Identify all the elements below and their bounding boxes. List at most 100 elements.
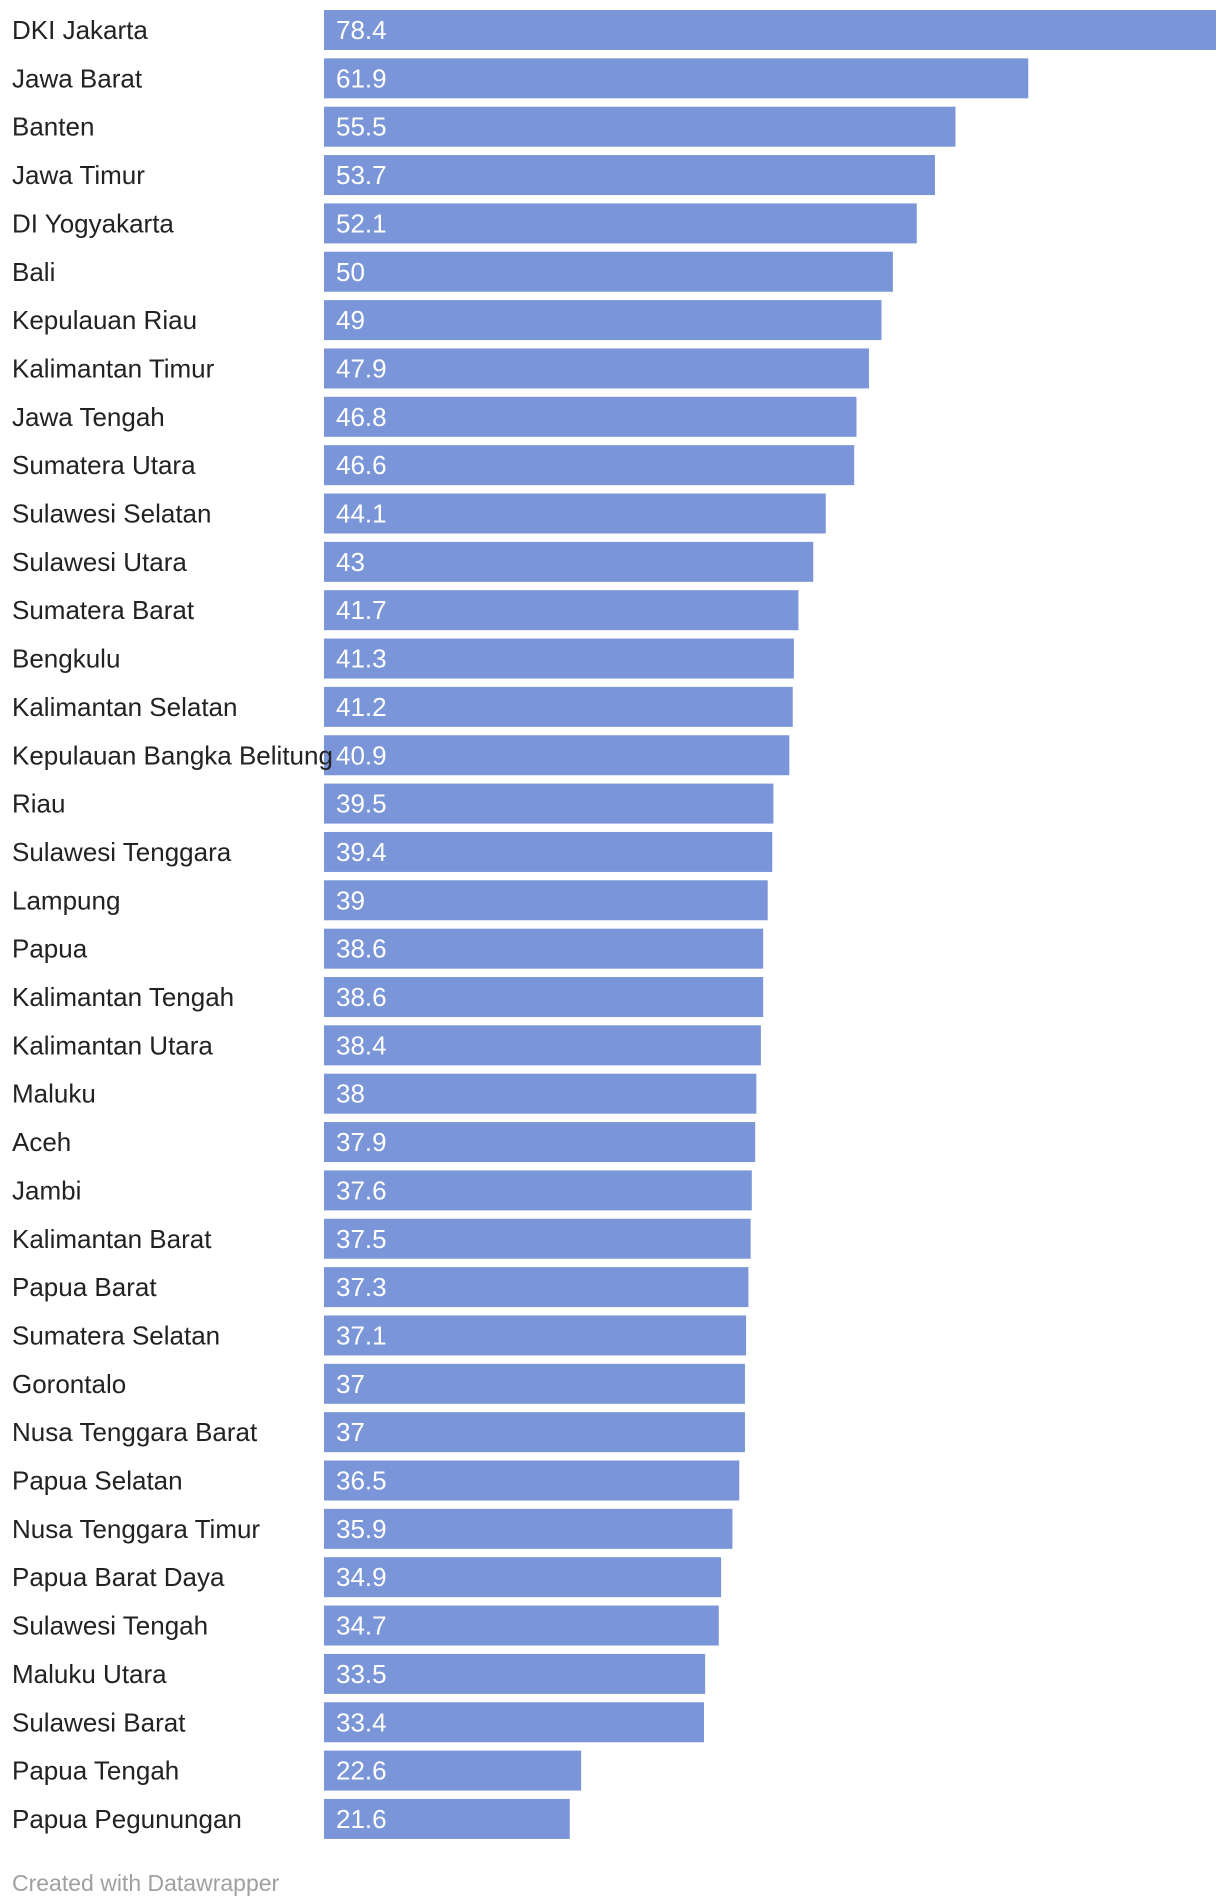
bar: [324, 396, 857, 437]
category-label: Papua: [12, 934, 88, 964]
category-label: Aceh: [12, 1127, 71, 1157]
bar: [324, 300, 882, 341]
category-label: Kalimantan Timur: [12, 353, 215, 383]
value-labels: 78.4 61.9 55.5 53.7 52.1 50 49 47.9 46.8 46.6 44.1…: [336, 15, 387, 1834]
category-label: Kalimantan Utara: [12, 1030, 213, 1060]
value-label: 37.3: [336, 1272, 387, 1302]
category-label: Jambi: [12, 1175, 81, 1205]
value-label: 33.4: [336, 1707, 387, 1737]
value-label: 37.9: [336, 1127, 387, 1157]
category-label: Gorontalo: [12, 1369, 126, 1399]
bar: [324, 1653, 706, 1694]
bar: [324, 977, 764, 1017]
category-label: Maluku: [12, 1079, 96, 1109]
value-label: 41.2: [336, 692, 387, 722]
value-label: 37: [336, 1369, 365, 1399]
value-label: 39: [336, 885, 365, 915]
bar: [324, 541, 814, 582]
bar: [324, 445, 855, 486]
category-label: Sumatera Selatan: [12, 1320, 220, 1350]
bar: [324, 638, 794, 679]
bar: [324, 1798, 570, 1839]
category-label: Kalimantan Tengah: [12, 982, 234, 1012]
value-label: 38.6: [336, 934, 387, 964]
category-label: DKI Jakarta: [12, 15, 148, 45]
bar: [324, 1363, 745, 1404]
bar: [324, 880, 768, 921]
chart-credit: Created with Datawrapper: [12, 1870, 280, 1896]
value-label: 39.4: [336, 837, 387, 867]
category-label: Jawa Timur: [12, 160, 145, 190]
bar: [324, 1073, 757, 1114]
value-label: 21.6: [336, 1804, 387, 1834]
value-label: 34.9: [336, 1562, 387, 1592]
bar: [324, 928, 764, 969]
value-label: 37.6: [336, 1175, 387, 1205]
bar: [324, 251, 893, 292]
bar: [324, 1170, 752, 1211]
category-label: Papua Pegunungan: [12, 1804, 242, 1834]
category-label: Kepulauan Riau: [12, 305, 197, 335]
value-label: 37: [336, 1417, 365, 1447]
bar: [324, 10, 1216, 50]
value-label: 55.5: [336, 112, 387, 142]
bar: [324, 106, 956, 147]
value-label: 35.9: [336, 1514, 387, 1544]
bar: [324, 1315, 747, 1356]
category-label: Riau: [12, 789, 65, 819]
bar: [324, 1267, 749, 1308]
value-label: 36.5: [336, 1466, 387, 1496]
bars-layer: [324, 10, 1216, 1839]
bar: [324, 1218, 751, 1259]
value-label: 39.5: [336, 789, 387, 819]
category-label: DI Yogyakarta: [12, 208, 174, 238]
value-label: 61.9: [336, 63, 387, 93]
bar: [324, 1122, 756, 1163]
bar: [324, 1702, 705, 1743]
value-label: 34.7: [336, 1611, 387, 1641]
value-label: 22.6: [336, 1756, 387, 1786]
value-label: 44.1: [336, 499, 387, 529]
category-label: Kalimantan Selatan: [12, 692, 237, 722]
value-label: 46.6: [336, 450, 387, 480]
value-label: 43: [336, 547, 365, 577]
category-label: Bali: [12, 257, 55, 287]
category-label: Sulawesi Tenggara: [12, 837, 232, 867]
value-label: 40.9: [336, 740, 387, 770]
value-label: 38: [336, 1079, 365, 1109]
bar: [324, 1412, 745, 1453]
category-label: Maluku Utara: [12, 1659, 167, 1689]
category-label: Kepulauan Bangka Belitung: [12, 740, 333, 770]
bar: [324, 1508, 733, 1549]
category-label: Sulawesi Barat: [12, 1707, 186, 1737]
value-label: 47.9: [336, 353, 387, 383]
category-labels: DKI Jakarta Jawa Barat Banten Jawa Timur DI …: [12, 15, 333, 1834]
category-label: Lampung: [12, 885, 120, 915]
value-label: 50: [336, 257, 365, 287]
category-label: Sulawesi Utara: [12, 547, 187, 577]
bar: [324, 58, 1029, 99]
category-label: Bengkulu: [12, 644, 120, 674]
category-label: Papua Barat: [12, 1272, 157, 1302]
category-label: Nusa Tenggara Barat: [12, 1417, 258, 1447]
category-label: Sulawesi Tengah: [12, 1611, 208, 1641]
bar: [324, 1557, 722, 1598]
bar: [324, 155, 935, 196]
category-label: Nusa Tenggara Timur: [12, 1514, 260, 1544]
bar: [324, 783, 774, 824]
bar: [324, 1605, 719, 1646]
category-label: Jawa Tengah: [12, 402, 165, 432]
bar: [324, 1750, 582, 1791]
value-label: 52.1: [336, 208, 387, 238]
value-label: 33.5: [336, 1659, 387, 1689]
value-label: 38.4: [336, 1030, 387, 1060]
bar: [324, 686, 793, 727]
bar: [324, 590, 799, 631]
bar: [324, 1460, 740, 1501]
category-label: Papua Tengah: [12, 1756, 179, 1786]
bar: [324, 1025, 761, 1066]
value-label: 38.6: [336, 982, 387, 1012]
bar: [324, 831, 773, 872]
value-label: 53.7: [336, 160, 387, 190]
category-label: Banten: [12, 112, 94, 142]
